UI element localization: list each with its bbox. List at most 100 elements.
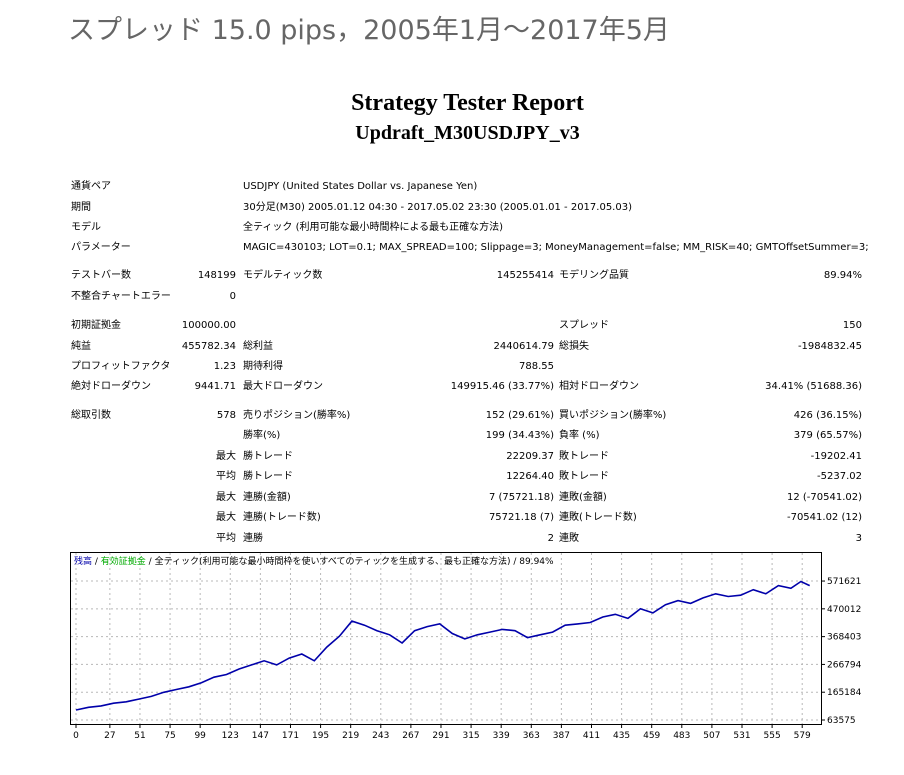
avg-consec-loss-value: 3	[855, 533, 862, 544]
consec-win-amount-label: 連勝(金額)	[243, 492, 291, 503]
loss-rate-label: 負率 (%)	[559, 430, 600, 441]
bars-label: テストバー数	[71, 270, 131, 281]
win-rate-value: 199 (34.43%)	[485, 430, 554, 441]
consec-loss-count-label: 連敗(トレード数)	[559, 512, 637, 523]
report-title: Strategy Tester Report	[351, 90, 584, 116]
info-value: MAGIC=430103; LOT=0.1; MAX_SPREAD=100; S…	[243, 242, 869, 253]
x-tick-label: 507	[703, 731, 720, 741]
info-value: USDJPY (United States Dollar vs. Japanes…	[243, 181, 478, 192]
deposit-label: 初期証拠金	[71, 320, 121, 331]
legend-sep: /	[92, 557, 101, 567]
x-tick-label: 147	[252, 731, 269, 741]
largest-loss-value: -19202.41	[810, 451, 862, 462]
max-word: 最大	[216, 512, 236, 523]
avg-word: 平均	[216, 471, 236, 482]
consec-loss-count-value: -70541.02 (12)	[786, 512, 862, 523]
x-tick-label: 123	[222, 731, 239, 741]
x-tick-label: 459	[643, 731, 660, 741]
report-subtitle: Updraft_M30USDJPY_v3	[355, 122, 580, 144]
quality-value: 89.94%	[823, 270, 862, 281]
net-profit-label: 純益	[71, 341, 91, 352]
x-axis-ticks: 0 27 51 75 99 123 147 171 195 219 243 267 291 315 339 3…	[73, 724, 811, 741]
gross-profit-value: 2440614.79	[493, 341, 554, 352]
x-tick-label: 315	[462, 731, 479, 741]
loss-rate-value: 379 (65.57%)	[793, 430, 862, 441]
total-trades-value: 578	[216, 410, 236, 421]
avg-win-value: 12264.40	[506, 471, 554, 482]
short-positions-label: 売りポジション(勝率%)	[243, 410, 351, 421]
long-positions-label: 買いポジション(勝率%)	[559, 410, 667, 421]
x-tick-label: 363	[523, 731, 540, 741]
x-tick-label: 411	[583, 731, 600, 741]
y-tick-label: 470012	[827, 605, 861, 615]
x-tick-label: 435	[613, 731, 630, 741]
expected-payoff-label: 期待利得	[243, 361, 283, 372]
y-tick-label: 63575	[827, 716, 856, 726]
x-tick-label: 219	[342, 731, 359, 741]
y-axis-ticks: 63575 165184 266794 368403 470012 571621	[821, 577, 862, 726]
plot-area	[70, 552, 822, 725]
max-word: 最大	[216, 492, 236, 503]
legend-equity: 有効証拠金	[101, 555, 146, 567]
balance-chart: 63575 165184 266794 368403 470012 571621 0 27 5…	[70, 552, 862, 741]
profit-factor-label: プロフィットファクタ	[71, 361, 171, 372]
expected-payoff-value: 788.55	[519, 361, 554, 372]
gross-loss-value: -1984832.45	[797, 341, 862, 352]
short-positions-value: 152 (29.61%)	[485, 410, 554, 421]
consec-loss-amount-label: 連敗(金額)	[559, 492, 607, 503]
legend-balance: 残高	[74, 555, 92, 567]
consec-loss-amount-value: 12 (-70541.02)	[786, 492, 862, 503]
avg-win-label: 勝トレード	[243, 471, 293, 482]
max-drawdown-label: 最大ドローダウン	[243, 381, 323, 392]
max-drawdown-value: 149915.46 (33.77%)	[450, 381, 554, 392]
profit-factor-value: 1.23	[213, 361, 236, 372]
info-label: パラメーター	[71, 242, 131, 253]
y-tick-label: 368403	[827, 633, 861, 643]
ticks-value: 145255414	[496, 270, 554, 281]
abs-drawdown-label: 絶対ドローダウン	[71, 381, 151, 392]
gross-profit-label: 総利益	[243, 341, 273, 352]
max-word: 最大	[216, 451, 236, 462]
balance-series-line	[75, 580, 811, 711]
rel-drawdown-value: 34.41% (51688.36)	[765, 381, 862, 392]
mismatch-value: 0	[229, 291, 236, 302]
avg-loss-value: -5237.02	[817, 471, 862, 482]
bars-value: 148199	[197, 270, 236, 281]
largest-win-value: 22209.37	[506, 451, 554, 462]
x-tick-label: 267	[402, 731, 419, 741]
x-tick-label: 75	[164, 731, 175, 741]
legend-sep: /	[146, 557, 155, 567]
avg-word: 平均	[216, 533, 236, 544]
avg-loss-label: 敗トレード	[559, 471, 609, 482]
x-tick-label: 243	[372, 731, 389, 741]
largest-win-label: 勝トレード	[243, 451, 293, 462]
x-tick-label: 99	[194, 731, 206, 741]
info-label: モデル	[71, 222, 101, 233]
info-label: 期間	[71, 202, 91, 213]
long-positions-value: 426 (36.15%)	[793, 410, 862, 421]
avg-consec-win-label: 連勝	[243, 533, 263, 544]
chart-grid	[71, 553, 821, 724]
info-label: 通貨ペア	[71, 181, 111, 192]
y-tick-label: 266794	[827, 660, 862, 670]
consec-win-count-label: 連勝(トレード数)	[243, 512, 321, 523]
largest-loss-label: 敗トレード	[559, 451, 609, 462]
info-value: 30分足(M30) 2005.01.12 04:30 - 2017.05.02 …	[243, 202, 632, 213]
spread-label: スプレッド	[559, 320, 609, 331]
abs-drawdown-value: 9441.71	[194, 381, 236, 392]
avg-consec-win-value: 2	[547, 533, 554, 544]
net-profit-value: 455782.34	[181, 341, 236, 352]
mismatch-label: 不整合チャートエラー	[71, 291, 171, 302]
gross-loss-label: 総損失	[559, 341, 589, 352]
consec-win-amount-value: 7 (75721.18)	[488, 492, 554, 503]
y-tick-label: 571621	[827, 577, 861, 587]
x-tick-label: 579	[794, 731, 811, 741]
ticks-label: モデルティック数	[243, 270, 323, 281]
x-tick-label: 555	[764, 731, 781, 741]
x-tick-label: 51	[134, 731, 145, 741]
chart-legend: 残高 / 有効証拠金 / 全ティック(利用可能な最小時間枠を使いすべてのティック…	[74, 555, 554, 567]
spread-value: 150	[842, 320, 862, 331]
x-tick-label: 387	[553, 731, 570, 741]
x-tick-label: 291	[432, 731, 449, 741]
page-heading: スプレッド 15.0 pips，2005年1月～2017年5月	[68, 15, 670, 46]
